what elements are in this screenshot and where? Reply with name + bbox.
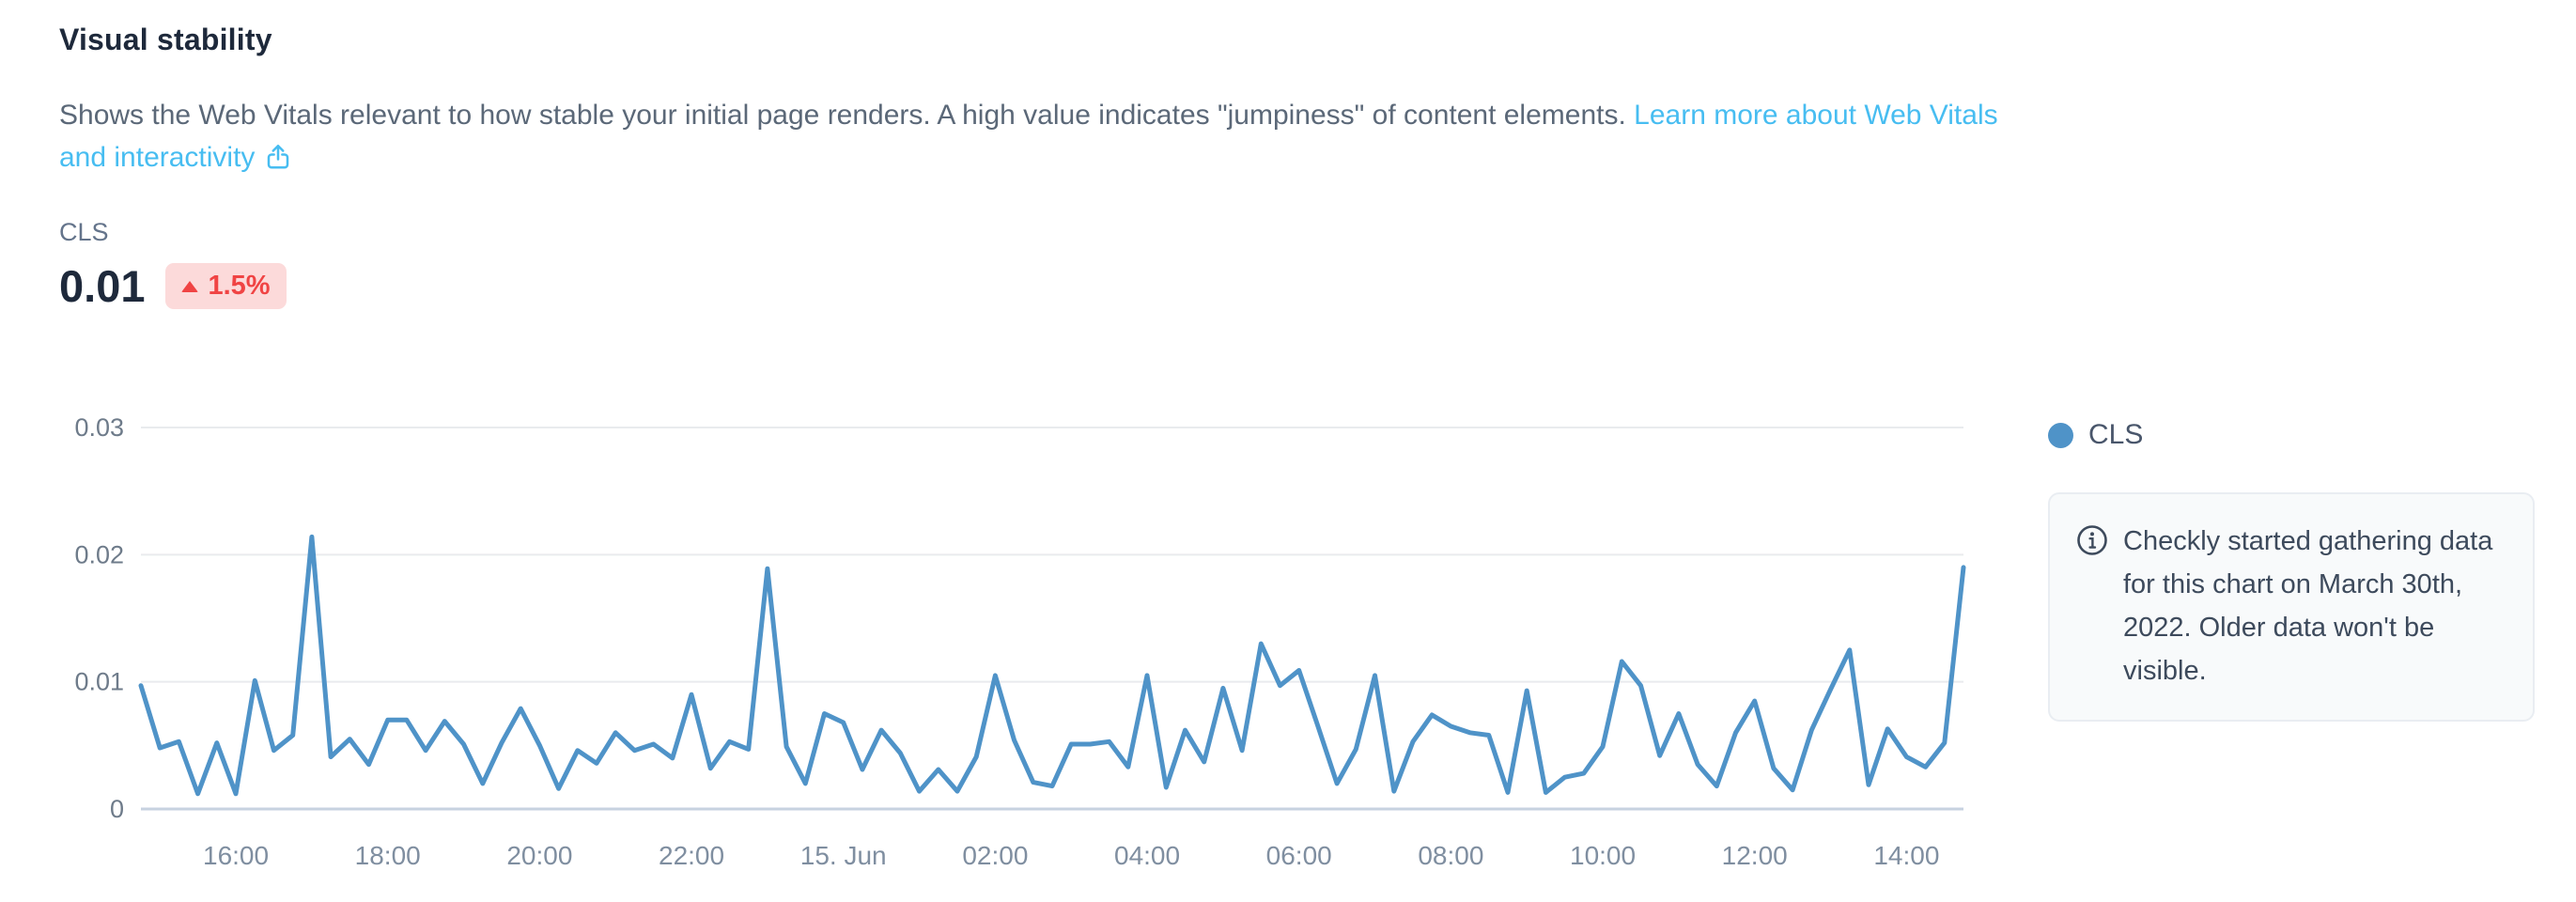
legend-dot-icon xyxy=(2048,422,2073,448)
cls-metric: CLS 0.01 1.5% xyxy=(59,218,287,312)
x-axis-tick-label: 14:00 xyxy=(1873,841,1939,870)
x-axis-tick-label: 18:00 xyxy=(355,841,421,870)
legend-item-cls[interactable]: CLS xyxy=(2048,419,2143,451)
page-title: Visual stability xyxy=(59,23,272,56)
delta-value: 1.5% xyxy=(208,271,271,301)
y-axis-tick-label: 0.03 xyxy=(74,413,124,442)
x-axis-tick-label: 20:00 xyxy=(506,841,572,870)
x-axis-tick-label: 04:00 xyxy=(1114,841,1180,870)
x-axis-tick-label: 12:00 xyxy=(1722,841,1788,870)
description-text: Shows the Web Vitals relevant to how sta… xyxy=(59,100,1635,131)
cls-series-line[interactable] xyxy=(138,534,1966,797)
panel-description: Shows the Web Vitals relevant to how sta… xyxy=(59,94,2009,179)
learn-more-link[interactable]: Learn more about Web Vitals and interact… xyxy=(59,100,1998,173)
x-axis-tick-label: 16:00 xyxy=(203,841,269,870)
cls-line-chart: 0 0.01 0.02 0.03 16:00 18:00 20:00 22:00 15. Jun… xyxy=(0,395,2576,902)
x-axis-tick-label: 08:00 xyxy=(1418,841,1483,870)
notice-text: Checkly started gathering data for this … xyxy=(2123,526,2493,686)
delta-badge: 1.5% xyxy=(165,263,287,309)
y-axis-tick-label: 0 xyxy=(110,795,124,823)
arrow-up-icon xyxy=(181,280,199,292)
x-axis-tick-label: 06:00 xyxy=(1266,841,1332,870)
x-axis-tick-label: 22:00 xyxy=(659,841,724,870)
external-share-icon[interactable] xyxy=(264,141,292,169)
x-axis-tick-label: 10:00 xyxy=(1570,841,1636,870)
y-axis-tick-label: 0.01 xyxy=(74,668,124,696)
info-circle-icon xyxy=(2076,524,2108,556)
metric-value: 0.01 xyxy=(59,261,146,311)
y-axis-tick-label: 0.02 xyxy=(74,540,124,568)
metric-label: CLS xyxy=(59,218,109,246)
x-axis-tick-label: 02:00 xyxy=(962,841,1028,870)
legend-label: CLS xyxy=(2088,419,2144,450)
x-axis-tick-label: 15. Jun xyxy=(800,841,887,870)
data-availability-notice: Checkly started gathering data for this … xyxy=(2048,492,2535,722)
